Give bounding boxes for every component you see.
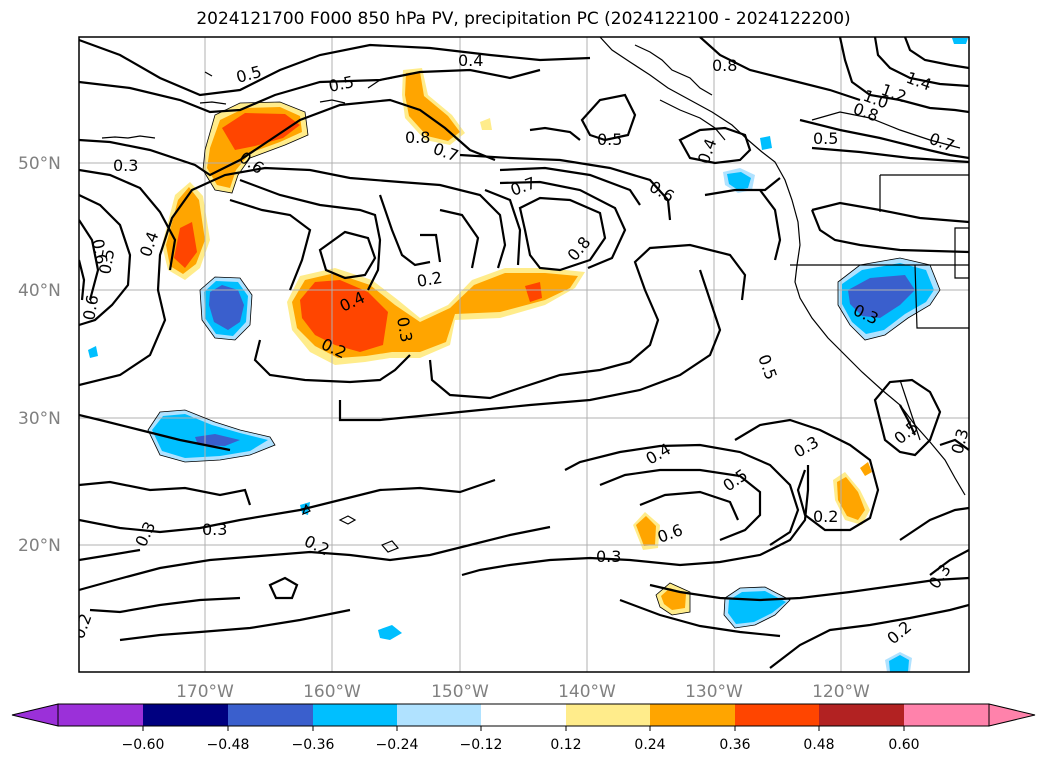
colorbar-tick-label: 0.12 (550, 737, 581, 753)
latitude-axis: 50°N 40°N 30°N 20°N (18, 154, 61, 556)
colorbar-tick-label: 0.36 (719, 737, 750, 753)
lon-label: 170°W (176, 682, 234, 702)
contour-label: 0.6 (88, 237, 111, 265)
colorbar-segment (228, 704, 313, 726)
map-title: 2024121700 F000 850 hPa PV, precipitatio… (196, 9, 851, 29)
colorbar-extend-high (988, 703, 1036, 727)
colorbar-tick-label: −0.12 (460, 737, 503, 753)
contour-label: 0.3 (948, 427, 973, 457)
map-plot-area: 0.5 0.5 0.4 0.8 1.4 1.2 1.0 0.8 0.7 0.5 … (79, 37, 973, 672)
colorbar-tick-label: 0.48 (803, 737, 834, 753)
contour-label: 0.8 (405, 128, 430, 147)
lon-label: 120°W (812, 682, 870, 702)
lon-label: 140°W (558, 682, 616, 702)
contour-label: 0.3 (596, 547, 621, 566)
lon-label: 130°W (685, 682, 743, 702)
anomaly-outlines (147, 101, 941, 629)
colorbar-extend-low (11, 703, 59, 727)
colorbar-segment (143, 704, 228, 726)
contour-label: 0.2 (813, 507, 838, 526)
contour-label: 0.5 (327, 72, 356, 96)
colorbar-tick-label: −0.48 (207, 737, 250, 753)
colorbar-tick-label: 0.60 (888, 737, 919, 753)
colorbar-segment (397, 704, 481, 726)
colorbar-tick-label: −0.24 (376, 737, 419, 753)
longitude-axis: 170°W 160°W 150°W 140°W 130°W 120°W (176, 682, 870, 702)
contour-label: 0.3 (202, 520, 227, 539)
colorbar-segment (481, 704, 566, 726)
contour-label: 0.5 (597, 130, 622, 149)
contour-label: 0.5 (95, 247, 118, 275)
contour-label: 0.3 (393, 315, 416, 343)
lon-label: 160°W (303, 682, 361, 702)
lat-label: 30°N (18, 409, 61, 429)
lon-label: 150°W (431, 682, 489, 702)
pv-contours (79, 37, 969, 669)
coastlines (101, 37, 969, 553)
colorbar: −0.60 −0.48 −0.36 −0.24 −0.12 0.12 0.24 … (11, 703, 1036, 753)
colorbar-segment (566, 704, 650, 726)
colorbar-tick-label: −0.60 (122, 737, 165, 753)
positive-anomaly-areas (162, 68, 872, 615)
lat-label: 40°N (18, 281, 61, 301)
contour-label: 0.4 (458, 51, 483, 70)
map-frame (78, 36, 970, 673)
colorbar-segment (819, 704, 904, 726)
lat-label: 50°N (18, 154, 61, 174)
contour-label: 0.6 (79, 293, 102, 321)
negative-anomaly-areas (88, 38, 968, 672)
contour-label: 0.3 (113, 156, 138, 175)
map-gridlines (79, 37, 969, 672)
colorbar-tick-label: 0.24 (634, 737, 665, 753)
contour-label: 0.5 (813, 129, 838, 148)
contour-label: 0.2 (415, 268, 443, 291)
colorbar-segment (650, 704, 735, 726)
colorbar-segment (313, 704, 397, 726)
lat-label: 20°N (18, 536, 61, 556)
contour-label: 0.8 (712, 56, 737, 75)
colorbar-segment (735, 704, 819, 726)
colorbar-tick-label: −0.36 (292, 737, 335, 753)
colorbar-segment (58, 704, 143, 726)
colorbar-segment (904, 704, 989, 726)
